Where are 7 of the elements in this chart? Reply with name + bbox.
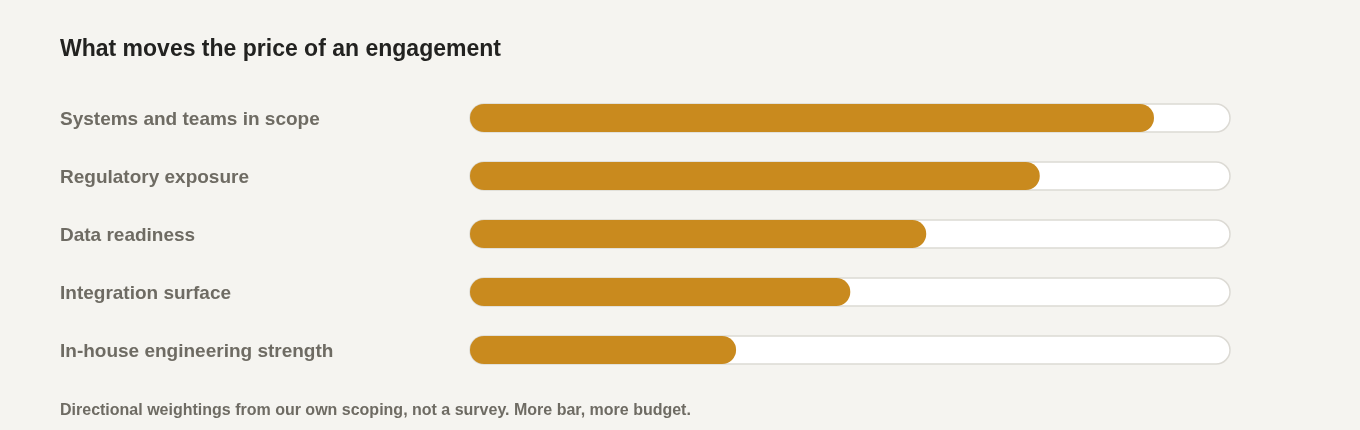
y-tick-label: Regulatory exposure: [60, 165, 249, 187]
y-tick-label: Systems and teams in scope: [60, 107, 320, 129]
y-tick-label: Data readiness: [60, 223, 196, 245]
text: What moves the price of an engagement: [60, 35, 502, 61]
y-tick-label: Integration surface: [60, 281, 232, 303]
text: Directional weightings from our own scoping, not a survey. More bar, more budget.: [60, 401, 691, 418]
y-tick-label: In-house engineering strength: [60, 339, 334, 361]
